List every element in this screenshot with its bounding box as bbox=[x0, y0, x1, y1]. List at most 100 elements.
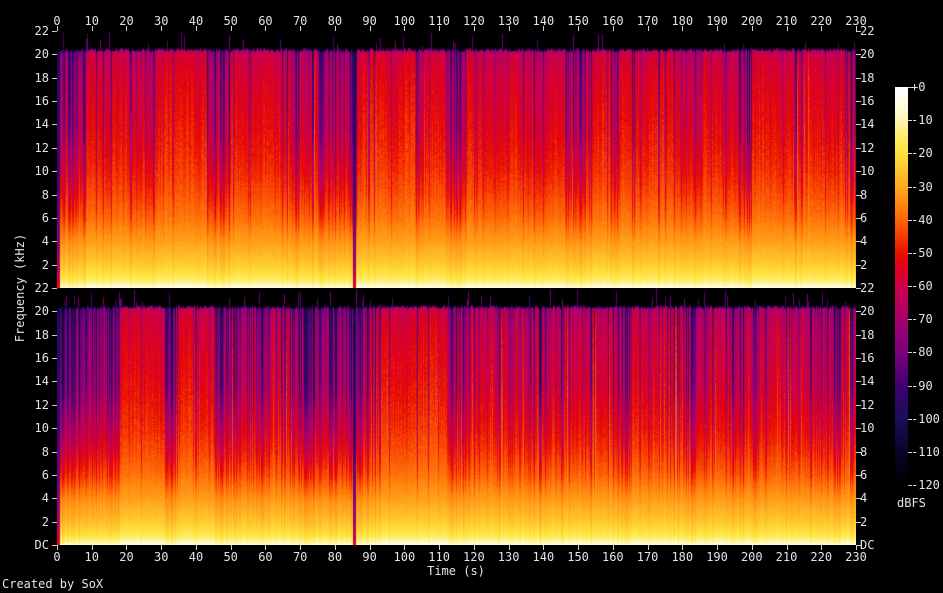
x-tick-label: 10 bbox=[84, 14, 99, 28]
y-tick-label: DC bbox=[34, 538, 49, 552]
x-tick-label: 120 bbox=[463, 550, 485, 564]
axis-tick bbox=[717, 545, 719, 550]
axis-tick bbox=[300, 545, 302, 550]
axis-tick bbox=[856, 101, 861, 103]
axis-tick bbox=[856, 54, 861, 56]
axis-tick bbox=[52, 334, 57, 336]
x-tick-label: 160 bbox=[601, 14, 624, 28]
x-tick-label: 210 bbox=[775, 550, 798, 564]
axis-tick bbox=[52, 428, 57, 430]
x-tick-label: 230 bbox=[845, 14, 867, 28]
axis-tick bbox=[751, 545, 753, 550]
axis-tick bbox=[717, 26, 719, 31]
axis-tick bbox=[856, 77, 861, 79]
y-tick-label: 14 bbox=[34, 374, 49, 389]
y-tick-label: 20 bbox=[860, 304, 875, 319]
x-tick-label: 40 bbox=[188, 550, 204, 564]
x-tick-label: 110 bbox=[428, 550, 450, 564]
axis-tick bbox=[334, 545, 336, 550]
y-tick-label: 4 bbox=[860, 234, 868, 249]
axis-tick bbox=[57, 545, 58, 550]
axis-tick bbox=[439, 545, 441, 550]
axis-tick bbox=[52, 404, 57, 406]
x-tick-label: 140 bbox=[532, 550, 555, 564]
x-tick-label: 70 bbox=[292, 14, 308, 28]
axis-tick bbox=[52, 31, 57, 32]
axis-tick bbox=[52, 288, 57, 289]
axis-tick bbox=[52, 147, 57, 149]
axis-tick bbox=[856, 545, 857, 550]
colorbar-tick-label: -30 bbox=[911, 179, 933, 194]
colorbar-tick-label: -120 bbox=[911, 478, 940, 492]
axis-tick bbox=[473, 26, 475, 31]
x-tick-label: 80 bbox=[327, 550, 343, 564]
colorbar-tick-label: -110 bbox=[911, 444, 940, 459]
x-tick-label: 70 bbox=[292, 550, 308, 564]
y-tick-label: 8 bbox=[860, 444, 868, 459]
axis-tick bbox=[543, 545, 545, 550]
x-tick-label: 80 bbox=[327, 14, 343, 28]
y-tick-label: 18 bbox=[34, 70, 49, 85]
axis-tick bbox=[856, 171, 861, 173]
x-tick-label: 160 bbox=[601, 550, 624, 564]
y-tick-label: 14 bbox=[860, 117, 875, 132]
axis-tick bbox=[856, 311, 861, 313]
axis-tick bbox=[52, 194, 57, 196]
y-tick-label: 18 bbox=[860, 327, 875, 342]
axis-tick bbox=[543, 26, 545, 31]
x-tick-label: 180 bbox=[671, 550, 694, 564]
x-tick-label: 20 bbox=[119, 550, 134, 564]
spectrogram-channel-1 bbox=[57, 31, 856, 288]
x-tick-label: 50 bbox=[223, 550, 238, 564]
axis-tick bbox=[52, 101, 57, 103]
y-tick-label: 10 bbox=[860, 421, 875, 436]
y-tick-label: 8 bbox=[41, 444, 49, 459]
axis-tick bbox=[578, 26, 580, 31]
axis-tick bbox=[52, 451, 57, 453]
x-tick-label: 210 bbox=[775, 14, 798, 28]
x-tick-label: 60 bbox=[258, 550, 273, 564]
x-tick-label: 140 bbox=[532, 14, 555, 28]
axis-tick bbox=[91, 26, 93, 31]
y-tick-label: 2 bbox=[860, 514, 868, 529]
axis-tick bbox=[856, 358, 861, 360]
colorbar-tick-label: -80 bbox=[911, 345, 933, 360]
axis-tick bbox=[404, 26, 406, 31]
axis-tick bbox=[908, 286, 912, 287]
x-tick-label: 200 bbox=[740, 14, 763, 28]
axis-tick bbox=[612, 545, 614, 550]
y-tick-label: 8 bbox=[41, 187, 49, 202]
axis-tick bbox=[52, 217, 57, 219]
axis-tick bbox=[786, 26, 788, 31]
axis-tick bbox=[126, 26, 128, 31]
x-tick-label: 90 bbox=[362, 550, 377, 564]
y-tick-label: 4 bbox=[860, 491, 868, 506]
x-tick-label: 230 bbox=[845, 550, 867, 564]
colorbar-tick-label: -40 bbox=[911, 212, 933, 227]
x-tick-label: 150 bbox=[567, 550, 589, 564]
axis-tick bbox=[508, 545, 510, 550]
x-tick-label: 180 bbox=[671, 14, 694, 28]
y-tick-label: 22 bbox=[860, 281, 875, 295]
axis-tick bbox=[856, 217, 861, 219]
x-tick-label: 30 bbox=[153, 550, 169, 564]
axis-tick bbox=[52, 77, 57, 79]
colorbar-tick-label: -60 bbox=[911, 279, 933, 293]
x-tick-label: 190 bbox=[706, 14, 728, 28]
axis-tick bbox=[856, 334, 861, 336]
y-tick-label: 20 bbox=[860, 47, 875, 62]
axis-tick bbox=[647, 26, 649, 31]
axis-tick bbox=[856, 498, 861, 500]
y-tick-label: 6 bbox=[41, 467, 49, 482]
axis-tick bbox=[369, 26, 371, 31]
axis-tick bbox=[230, 545, 232, 550]
axis-tick bbox=[908, 186, 912, 188]
y-tick-label: 20 bbox=[34, 47, 49, 62]
axis-tick bbox=[856, 381, 861, 383]
x-tick-label: 130 bbox=[497, 550, 520, 564]
axis-tick bbox=[508, 26, 510, 31]
axis-tick bbox=[161, 26, 163, 31]
axis-tick bbox=[908, 385, 912, 387]
x-tick-label: 20 bbox=[119, 14, 134, 28]
colorbar-gradient bbox=[895, 87, 908, 485]
